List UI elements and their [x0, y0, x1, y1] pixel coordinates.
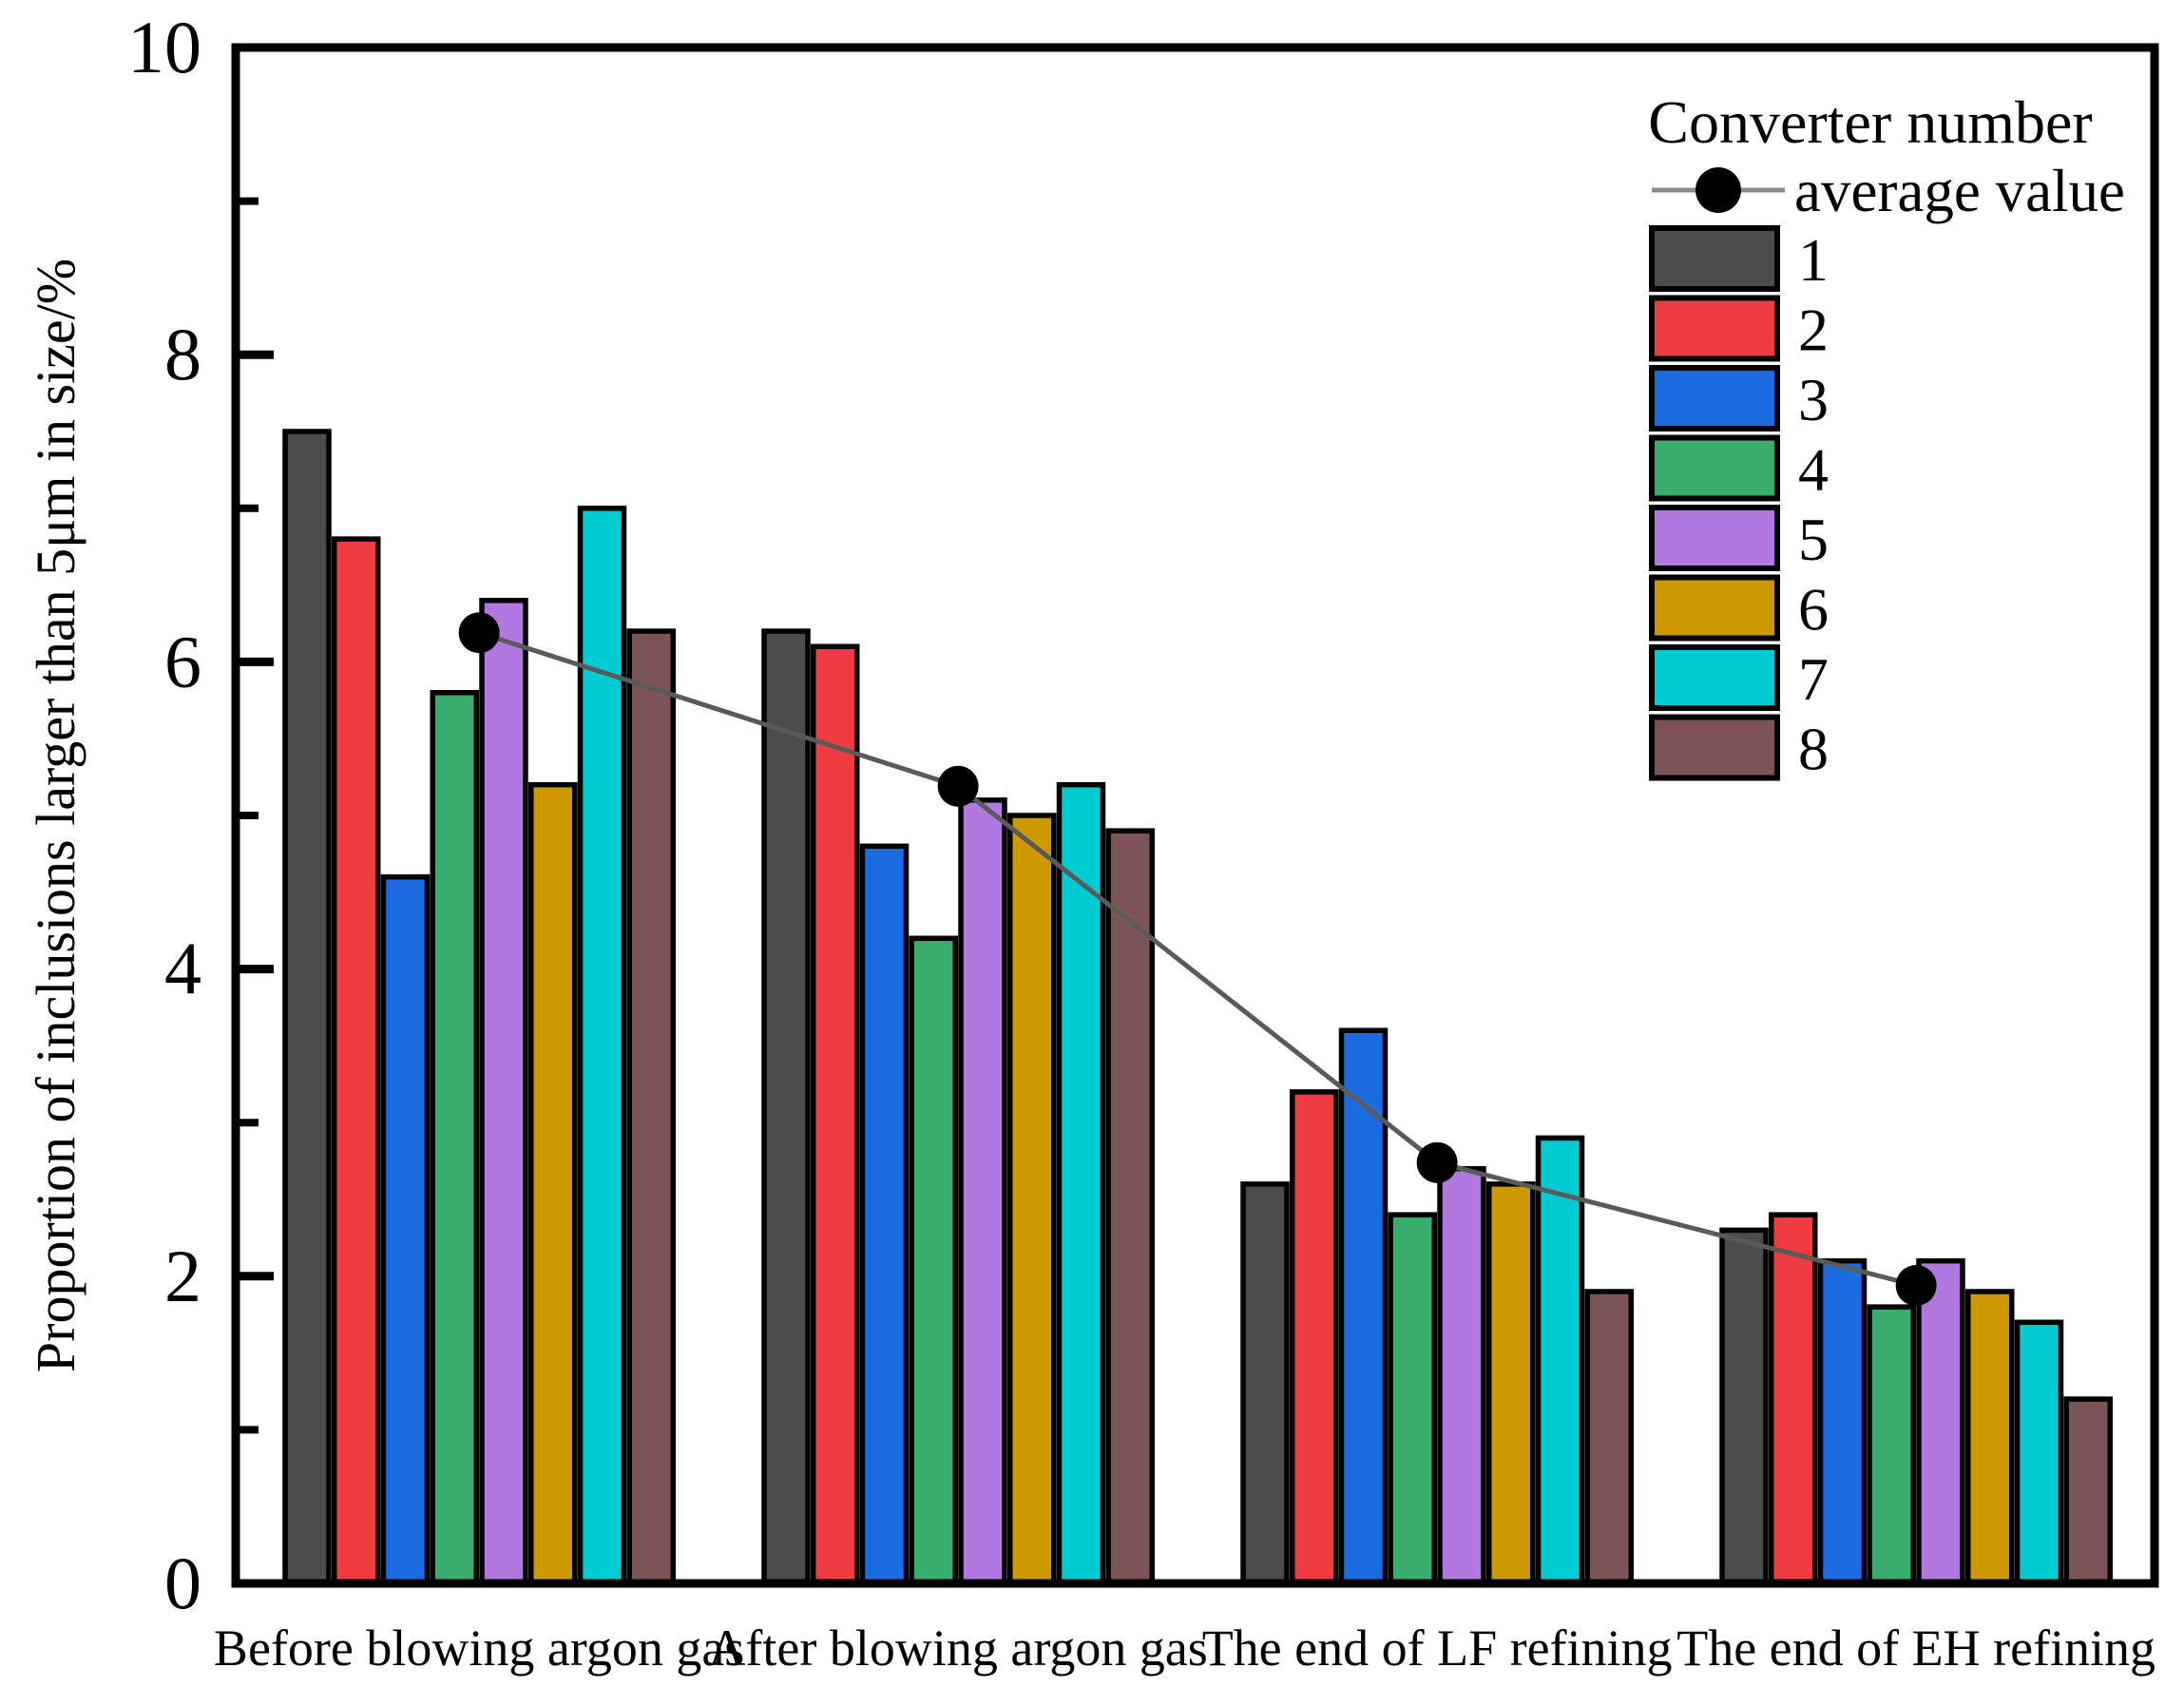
legend-average-marker-icon [1695, 167, 1741, 213]
bar-series6-group3 [1486, 1181, 1536, 1586]
bar-series1-group3 [1240, 1181, 1290, 1586]
legend-swatch-1 [1649, 225, 1780, 292]
bar-series4-group3 [1388, 1212, 1437, 1586]
bar-series8-group3 [1584, 1289, 1634, 1586]
y-axis-title: Proportion of inclusions larger than 5μm… [25, 259, 86, 1372]
bar-series8-group4 [2063, 1396, 2113, 1586]
bar-series1-group1 [282, 429, 332, 1586]
legend-swatch-2 [1649, 295, 1780, 362]
bar-series6-group1 [528, 781, 578, 1586]
bar-series3-group3 [1338, 1027, 1389, 1586]
y-axis-tick-label-6: 6 [164, 620, 201, 702]
legend-swatch-3 [1649, 365, 1780, 431]
average-dot-3 [1416, 1141, 1458, 1183]
bar-series8-group2 [1105, 828, 1155, 1586]
bar-series5-group1 [479, 598, 528, 1586]
bar-series1-group4 [1719, 1227, 1769, 1586]
legend-swatch-8 [1649, 714, 1780, 781]
bar-series7-group3 [1535, 1135, 1585, 1586]
bar-series5-group4 [1916, 1257, 1965, 1586]
legend-label-4: 4 [1798, 436, 1829, 504]
bar-series3-group4 [1817, 1257, 1868, 1586]
y-axis-tick-label-2: 2 [164, 1235, 201, 1317]
average-line [478, 630, 1917, 1288]
legend-swatch-7 [1649, 644, 1780, 711]
y-axis-tick-label-0: 0 [164, 1542, 201, 1624]
x-axis-category-label-2: After blowing argon gas [708, 1620, 1207, 1677]
average-dot-1 [458, 612, 500, 654]
bar-series4-group2 [909, 935, 958, 1586]
legend-label-6: 6 [1798, 576, 1829, 643]
bar-series8-group1 [626, 628, 676, 1586]
bar-series5-group2 [958, 797, 1007, 1586]
bar-series4-group1 [430, 689, 479, 1586]
y-axis-tick-label-4: 4 [164, 928, 201, 1010]
legend-label-2: 2 [1798, 297, 1829, 364]
bar-series7-group2 [1056, 781, 1106, 1586]
legend-label-7: 7 [1798, 645, 1829, 713]
bar-series2-group2 [811, 643, 860, 1586]
legend-label-8: 8 [1798, 716, 1829, 783]
x-axis-category-label-4: The end of EH refining [1676, 1620, 2155, 1677]
legend-label-5: 5 [1798, 506, 1829, 573]
bar-series6-group4 [1965, 1289, 2015, 1586]
y-axis-tick-label-8: 8 [164, 313, 201, 395]
bar-series1-group2 [761, 628, 811, 1586]
legend-swatch-6 [1649, 574, 1780, 642]
legend-label-3: 3 [1798, 366, 1829, 433]
bar-series3-group2 [859, 843, 910, 1586]
bar-series7-group4 [2014, 1319, 2064, 1586]
bar-series6-group2 [1007, 813, 1057, 1586]
bar-series2-group3 [1290, 1089, 1339, 1586]
average-dot-4 [1895, 1264, 1937, 1306]
y-axis-tick-label-10: 10 [127, 6, 201, 88]
legend-swatch-4 [1649, 434, 1780, 502]
legend-swatch-5 [1649, 505, 1780, 571]
legend-average-label: average value [1794, 158, 2125, 224]
bar-series7-group1 [577, 506, 627, 1586]
plot-border [231, 43, 2159, 1588]
legend-title: Converter number [1648, 88, 2092, 156]
bar-series2-group1 [332, 536, 381, 1586]
bar-series2-group4 [1769, 1212, 1818, 1586]
legend-label-1: 1 [1798, 226, 1829, 294]
bar-series5-group3 [1437, 1165, 1486, 1586]
bar-series4-group4 [1867, 1304, 1916, 1586]
x-axis-category-label-1: Before blowing argon gas [214, 1620, 744, 1677]
x-axis-category-label-3: The end of LF refining [1202, 1620, 1673, 1677]
average-dot-2 [937, 765, 979, 807]
bar-series3-group1 [380, 873, 431, 1586]
